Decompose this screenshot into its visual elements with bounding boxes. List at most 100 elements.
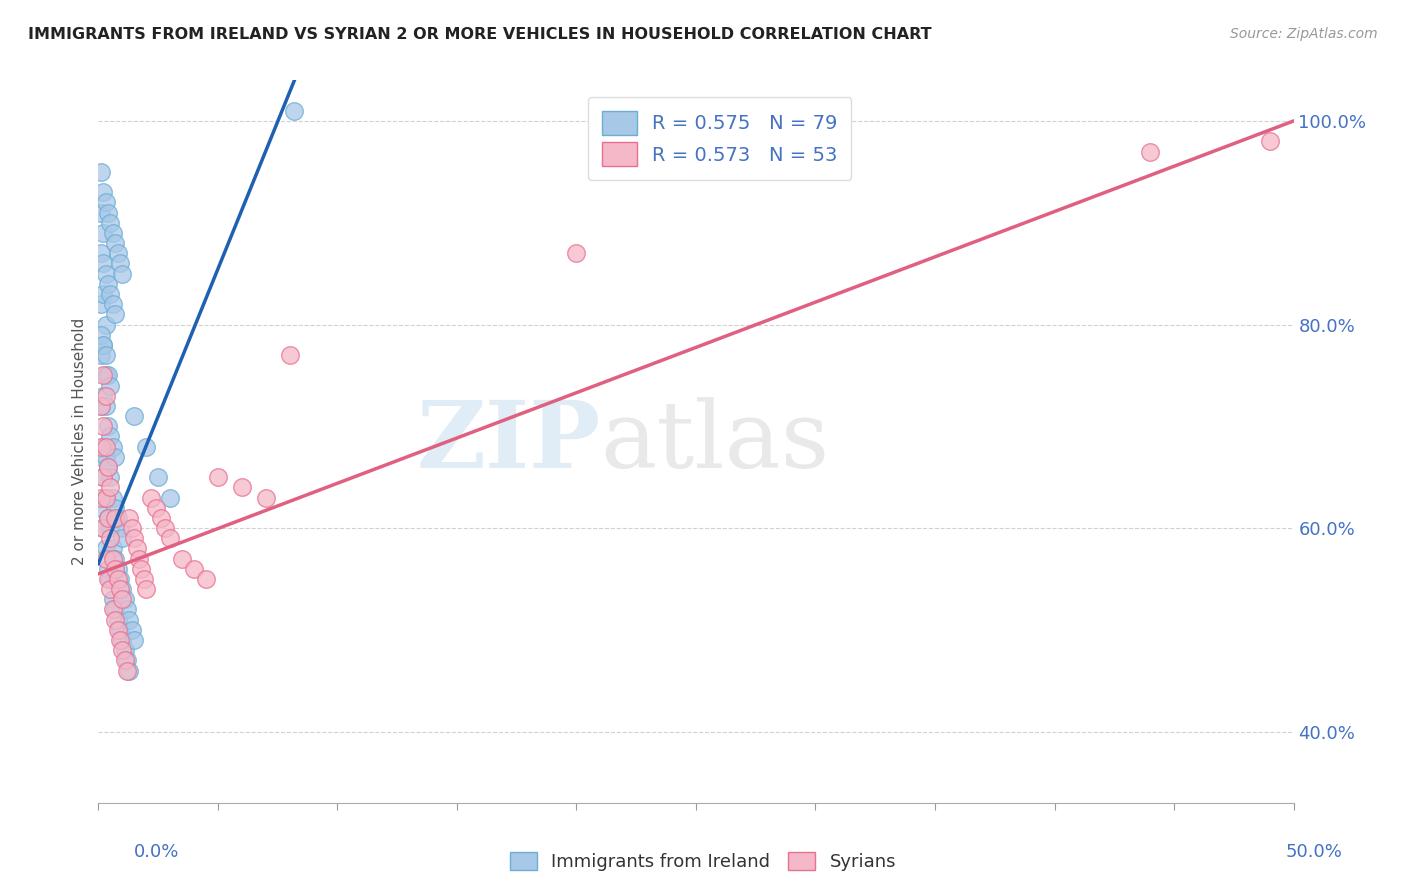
Point bbox=[111, 582, 134, 596]
Point bbox=[104, 511, 127, 525]
Point bbox=[159, 491, 181, 505]
Point bbox=[108, 582, 131, 596]
Point bbox=[94, 399, 117, 413]
Point bbox=[121, 521, 143, 535]
Point bbox=[90, 246, 112, 260]
Point bbox=[97, 205, 120, 219]
Point bbox=[135, 582, 157, 596]
Point bbox=[231, 480, 253, 494]
Point bbox=[107, 572, 129, 586]
Point bbox=[98, 378, 122, 392]
Point bbox=[104, 450, 127, 464]
Legend: Immigrants from Ireland, Syrians: Immigrants from Ireland, Syrians bbox=[502, 845, 904, 879]
Point bbox=[91, 338, 114, 352]
Point bbox=[278, 348, 301, 362]
Point bbox=[98, 480, 122, 494]
Point bbox=[125, 541, 148, 556]
Point bbox=[111, 531, 134, 545]
Point bbox=[254, 491, 277, 505]
Point bbox=[91, 470, 114, 484]
Point bbox=[90, 327, 112, 342]
Point bbox=[104, 562, 127, 576]
Point bbox=[91, 419, 114, 434]
Text: 0.0%: 0.0% bbox=[134, 843, 179, 861]
Text: Source: ZipAtlas.com: Source: ZipAtlas.com bbox=[1230, 27, 1378, 41]
Point bbox=[114, 653, 136, 667]
Point bbox=[101, 592, 124, 607]
Point bbox=[101, 541, 124, 556]
Text: atlas: atlas bbox=[600, 397, 830, 486]
Point bbox=[135, 440, 157, 454]
Point bbox=[118, 511, 141, 525]
Point bbox=[90, 165, 112, 179]
Point bbox=[97, 511, 120, 525]
Point bbox=[90, 440, 112, 454]
Point bbox=[98, 470, 122, 484]
Point bbox=[94, 368, 117, 383]
Point bbox=[98, 572, 122, 586]
Point bbox=[149, 511, 172, 525]
Point bbox=[104, 602, 127, 616]
Point bbox=[97, 277, 120, 291]
Point bbox=[139, 491, 162, 505]
Point bbox=[1258, 134, 1281, 148]
Point bbox=[94, 450, 117, 464]
Point bbox=[90, 500, 112, 515]
Point bbox=[107, 562, 129, 576]
Point bbox=[90, 450, 112, 464]
Point bbox=[121, 623, 143, 637]
Point bbox=[107, 623, 129, 637]
Point bbox=[207, 470, 229, 484]
Point bbox=[91, 440, 114, 454]
Point bbox=[283, 103, 305, 118]
Legend: R = 0.575   N = 79, R = 0.573   N = 53: R = 0.575 N = 79, R = 0.573 N = 53 bbox=[588, 97, 852, 179]
Point bbox=[97, 460, 120, 475]
Point bbox=[108, 521, 131, 535]
Point bbox=[124, 531, 146, 545]
Point bbox=[145, 500, 167, 515]
Point bbox=[107, 613, 129, 627]
Point bbox=[94, 195, 117, 210]
Y-axis label: 2 or more Vehicles in Household: 2 or more Vehicles in Household bbox=[72, 318, 87, 566]
Point bbox=[115, 602, 138, 616]
Point bbox=[97, 368, 120, 383]
Point bbox=[90, 491, 112, 505]
Point bbox=[91, 368, 114, 383]
Point bbox=[111, 632, 134, 647]
Point bbox=[183, 562, 205, 576]
Point bbox=[94, 491, 117, 505]
Point bbox=[94, 491, 117, 505]
Point bbox=[94, 318, 117, 332]
Point bbox=[108, 572, 131, 586]
Point bbox=[90, 399, 112, 413]
Point bbox=[90, 205, 112, 219]
Point bbox=[118, 664, 141, 678]
Point bbox=[91, 389, 114, 403]
Point bbox=[114, 592, 136, 607]
Point bbox=[128, 551, 150, 566]
Point bbox=[104, 613, 127, 627]
Point bbox=[155, 521, 177, 535]
Point bbox=[104, 551, 127, 566]
Point bbox=[115, 664, 138, 678]
Point bbox=[98, 287, 122, 301]
Point bbox=[98, 521, 122, 535]
Point bbox=[124, 409, 146, 423]
Point bbox=[104, 236, 127, 251]
Point bbox=[108, 623, 131, 637]
Point bbox=[132, 572, 155, 586]
Point bbox=[104, 500, 127, 515]
Point bbox=[1139, 145, 1161, 159]
Point bbox=[97, 460, 120, 475]
Point bbox=[98, 429, 122, 443]
Point bbox=[124, 632, 146, 647]
Text: 50.0%: 50.0% bbox=[1286, 843, 1343, 861]
Point bbox=[94, 267, 117, 281]
Point bbox=[97, 562, 120, 576]
Point bbox=[148, 470, 170, 484]
Point bbox=[104, 307, 127, 321]
Point bbox=[98, 216, 122, 230]
Point bbox=[91, 226, 114, 240]
Point bbox=[94, 541, 117, 556]
Point bbox=[91, 521, 114, 535]
